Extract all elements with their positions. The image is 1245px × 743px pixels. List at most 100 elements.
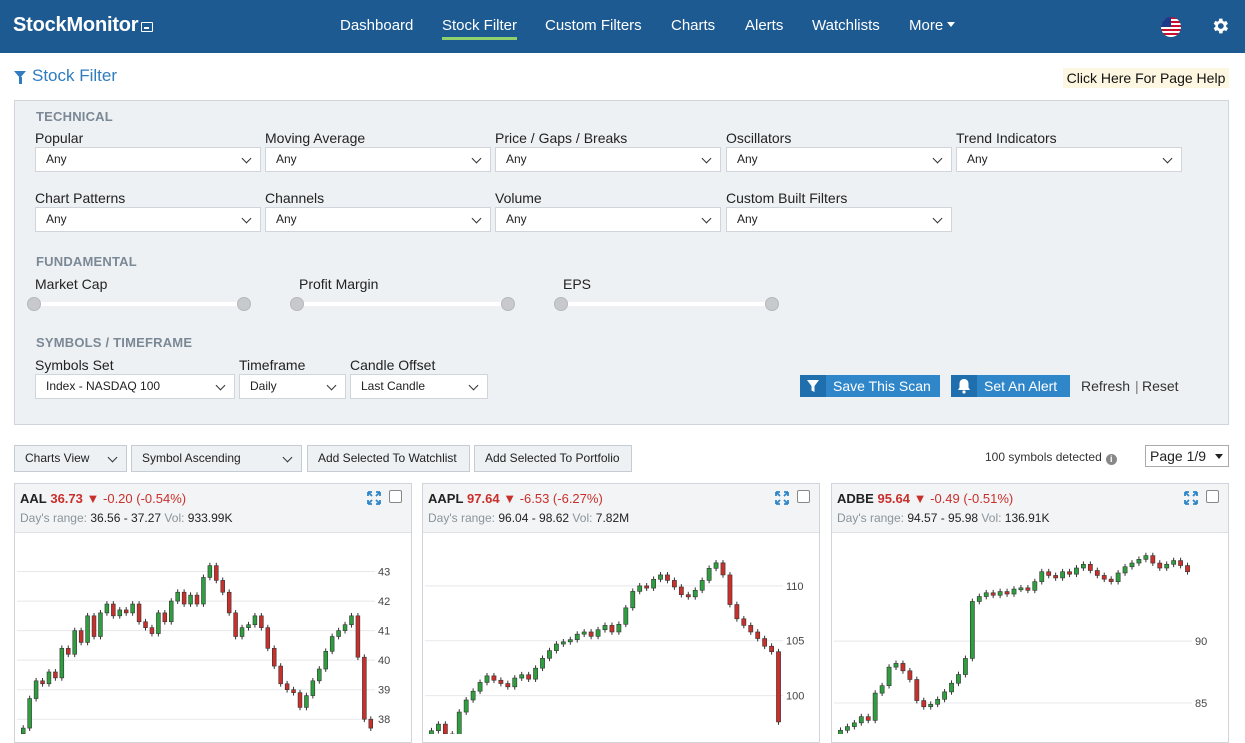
slider-max-handle[interactable]	[501, 297, 515, 311]
volume-label: Volume	[495, 190, 542, 206]
reset-link[interactable]: Reset	[1142, 378, 1179, 394]
add-to-watchlist-button[interactable]: Add Selected To Watchlist	[307, 445, 470, 472]
expand-icon[interactable]	[1184, 491, 1198, 505]
slider-min-handle[interactable]	[290, 297, 304, 311]
y-tick-label: 110	[786, 581, 804, 593]
trend-indicators-select[interactable]: Any	[956, 147, 1182, 172]
volume-value: 136.91K	[1004, 511, 1050, 525]
chart-card-aal: AAL 36.73 ▼ -0.20 (-0.54%) Day's range: …	[14, 483, 412, 743]
expand-icon[interactable]	[367, 491, 381, 505]
candle	[609, 625, 615, 633]
candle	[858, 716, 864, 724]
view-mode-select[interactable]: Charts View	[14, 445, 127, 472]
add-to-portfolio-button[interactable]: Add Selected To Portfolio	[474, 445, 632, 472]
card-header: AAL 36.73 ▼ -0.20 (-0.54%) Day's range: …	[15, 484, 411, 533]
down-arrow-icon: ▼	[86, 491, 100, 506]
price-gaps-select[interactable]: Any	[495, 147, 721, 172]
candle	[505, 683, 511, 688]
slider-max-handle[interactable]	[237, 297, 251, 311]
page-select[interactable]: Page 1/9	[1145, 445, 1229, 467]
channels-select[interactable]: Any	[265, 207, 491, 232]
card-symbol[interactable]: AAPL	[428, 491, 464, 506]
save-scan-button[interactable]: Save This Scan	[800, 375, 940, 397]
candle	[602, 625, 608, 631]
candle	[1025, 587, 1031, 591]
set-alert-button[interactable]: Set An Alert	[951, 375, 1070, 397]
card-symbol[interactable]: ADBE	[837, 491, 874, 506]
candle	[713, 562, 719, 569]
nav-alerts[interactable]: Alerts	[745, 17, 784, 34]
candle	[672, 580, 677, 588]
volume-select[interactable]: Any	[495, 207, 721, 232]
candle	[214, 565, 219, 581]
candle	[540, 657, 545, 669]
candle	[879, 685, 885, 694]
price-gaps-value: Any	[506, 152, 527, 166]
chevron-down-icon	[282, 452, 293, 463]
candle	[658, 574, 663, 580]
candle	[194, 594, 200, 605]
select-checkbox[interactable]	[797, 490, 810, 503]
candle	[665, 574, 670, 581]
candle	[20, 727, 26, 734]
custom-built-filters-value: Any	[737, 212, 758, 226]
refresh-link[interactable]: Refresh	[1081, 378, 1131, 394]
gear-icon[interactable]	[1210, 16, 1230, 36]
sort-order-select[interactable]: Symbol Ascending	[131, 445, 302, 472]
slider-min-handle[interactable]	[27, 297, 41, 311]
channels-value: Any	[276, 212, 297, 226]
oscillators-select[interactable]: Any	[726, 147, 952, 172]
candle	[53, 671, 58, 679]
symbols-set-select[interactable]: Index - NASDAQ 100	[35, 374, 235, 399]
timeframe-select[interactable]: Daily	[239, 374, 346, 399]
profit-margin-slider[interactable]	[290, 297, 515, 311]
y-tick-label: 85	[1195, 698, 1207, 710]
popular-select[interactable]: Any	[35, 147, 261, 172]
candle	[162, 612, 168, 623]
nav-watchlists[interactable]: Watchlists	[812, 17, 880, 34]
select-checkbox[interactable]	[1206, 490, 1219, 503]
us-flag-icon[interactable]	[1161, 17, 1181, 37]
candle	[595, 629, 601, 637]
candle	[581, 631, 587, 635]
custom-built-filters-select[interactable]: Any	[726, 207, 952, 232]
nav-custom-filters[interactable]: Custom Filters	[545, 17, 642, 34]
candle	[588, 631, 594, 637]
chart-card-aapl: AAPL 97.64 ▼ -6.53 (-6.27%) Day's range:…	[422, 483, 820, 743]
info-icon[interactable]: i	[1105, 454, 1117, 465]
candle-offset-select[interactable]: Last Candle	[350, 374, 488, 399]
select-checkbox[interactable]	[389, 490, 402, 503]
nav-stock-filter[interactable]: Stock Filter	[442, 17, 518, 40]
candle	[317, 668, 322, 682]
technical-heading: TECHNICAL	[36, 109, 113, 124]
candle	[990, 592, 996, 596]
nav-more[interactable]: More	[909, 17, 956, 34]
page-help-button[interactable]: Click Here For Page Help	[1063, 68, 1229, 88]
candle	[1157, 562, 1163, 569]
slider-min-handle[interactable]	[554, 297, 568, 311]
market-cap-slider[interactable]	[27, 297, 251, 311]
candle	[1122, 566, 1128, 574]
candle	[547, 650, 552, 659]
candle	[220, 580, 225, 593]
card-stats-line: Day's range: 94.57 - 95.98 Vol: 136.91K	[837, 511, 1050, 525]
moving-average-select[interactable]: Any	[265, 147, 491, 172]
candle	[188, 594, 193, 605]
nav-charts[interactable]: Charts	[671, 17, 716, 34]
card-symbol[interactable]: AAL	[20, 491, 47, 506]
eps-slider[interactable]	[554, 297, 779, 311]
candle	[1129, 562, 1135, 568]
candle	[355, 615, 361, 658]
candle	[1011, 588, 1017, 595]
candle	[368, 718, 374, 729]
candle	[40, 680, 45, 685]
brand-logo[interactable]: StockMonitor	[13, 14, 154, 37]
slider-max-handle[interactable]	[765, 297, 779, 311]
expand-icon[interactable]	[775, 491, 789, 505]
nav-dashboard[interactable]: Dashboard	[340, 17, 414, 34]
candle	[1046, 571, 1052, 576]
candle	[1004, 591, 1010, 595]
chart-patterns-select[interactable]: Any	[35, 207, 261, 232]
candle	[1060, 571, 1065, 579]
candle	[201, 577, 206, 605]
